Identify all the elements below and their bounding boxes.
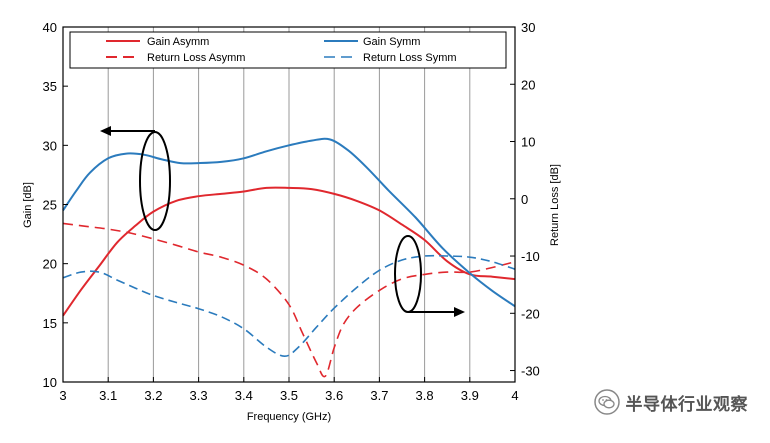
x-tick-label: 3.8 bbox=[416, 388, 434, 403]
y-left-tick-label: 25 bbox=[43, 198, 57, 213]
x-tick-label: 3.1 bbox=[99, 388, 117, 403]
y-right-tick-label: 20 bbox=[521, 77, 535, 92]
right-axis-arrow-head bbox=[454, 307, 465, 317]
y-right-tick-label: -10 bbox=[521, 249, 540, 264]
legend-label-return-loss-asymm: Return Loss Asymm bbox=[147, 52, 245, 64]
legend: Gain Asymm Return Loss Asymm Gain Symm R… bbox=[69, 31, 507, 69]
y-axis-left-title: Gain [dB] bbox=[22, 182, 34, 228]
x-tick-label: 3.6 bbox=[325, 388, 343, 403]
x-axis-title: Frequency (GHz) bbox=[247, 411, 331, 423]
legend-label-gain-symm: Gain Symm bbox=[363, 36, 420, 48]
series-line-return-loss-symm bbox=[62, 254, 516, 358]
y-right-tick-label: 30 bbox=[521, 20, 535, 35]
legend-label-gain-asymm: Gain Asymm bbox=[147, 36, 209, 48]
x-tick-label: 3 bbox=[59, 388, 66, 403]
y-right-tick-label: 0 bbox=[521, 192, 528, 207]
axis-layer: Frequency (GHz) Gain [dB] Return Loss [d… bbox=[22, 26, 561, 423]
left-axis-ellipse-marker bbox=[139, 131, 171, 231]
y-left-tick-label: 35 bbox=[43, 79, 57, 94]
y-left-tick-label: 30 bbox=[43, 138, 57, 153]
grid-layer bbox=[107, 27, 471, 382]
legend-box bbox=[69, 31, 507, 69]
y-left-tick-label: 10 bbox=[43, 375, 57, 390]
series-line-gain-symm bbox=[62, 137, 516, 308]
watermark: 半导体行业观察 bbox=[593, 389, 749, 415]
y-left-tick-label: 20 bbox=[43, 257, 57, 272]
series-line-return-loss-asymm bbox=[62, 222, 516, 378]
series-line-gain-asymm bbox=[62, 186, 516, 317]
x-tick-label: 3.2 bbox=[144, 388, 162, 403]
tick-layer: 3 3.1 3.2 3.3 3.4 3.5 3.6 3.7 3.8 3.9 4 10 15 20 25 30 3… bbox=[43, 20, 540, 403]
right-axis-ellipse-marker bbox=[394, 235, 422, 313]
y-right-tick-label: -30 bbox=[521, 364, 540, 379]
wechat-icon bbox=[593, 389, 620, 415]
left-axis-arrow-head bbox=[100, 126, 111, 136]
x-tick-label: 3.3 bbox=[190, 388, 208, 403]
x-tick-label: 3.9 bbox=[461, 388, 479, 403]
annotation-layer bbox=[100, 126, 465, 317]
x-tick-label: 3.7 bbox=[370, 388, 388, 403]
x-tick-label: 3.4 bbox=[235, 388, 253, 403]
series-layer bbox=[62, 137, 516, 378]
x-tick-label: 4 bbox=[511, 388, 518, 403]
y-right-tick-label: 10 bbox=[521, 135, 535, 150]
legend-label-return-loss-symm: Return Loss Symm bbox=[363, 52, 457, 64]
x-tick-label: 3.5 bbox=[280, 388, 298, 403]
watermark-text: 半导体行业观察 bbox=[625, 394, 748, 414]
y-right-tick-label: -20 bbox=[521, 306, 540, 321]
y-left-tick-label: 15 bbox=[43, 316, 57, 331]
y-left-tick-label: 40 bbox=[43, 20, 57, 35]
y-axis-right-title: Return Loss [dB] bbox=[549, 164, 561, 246]
